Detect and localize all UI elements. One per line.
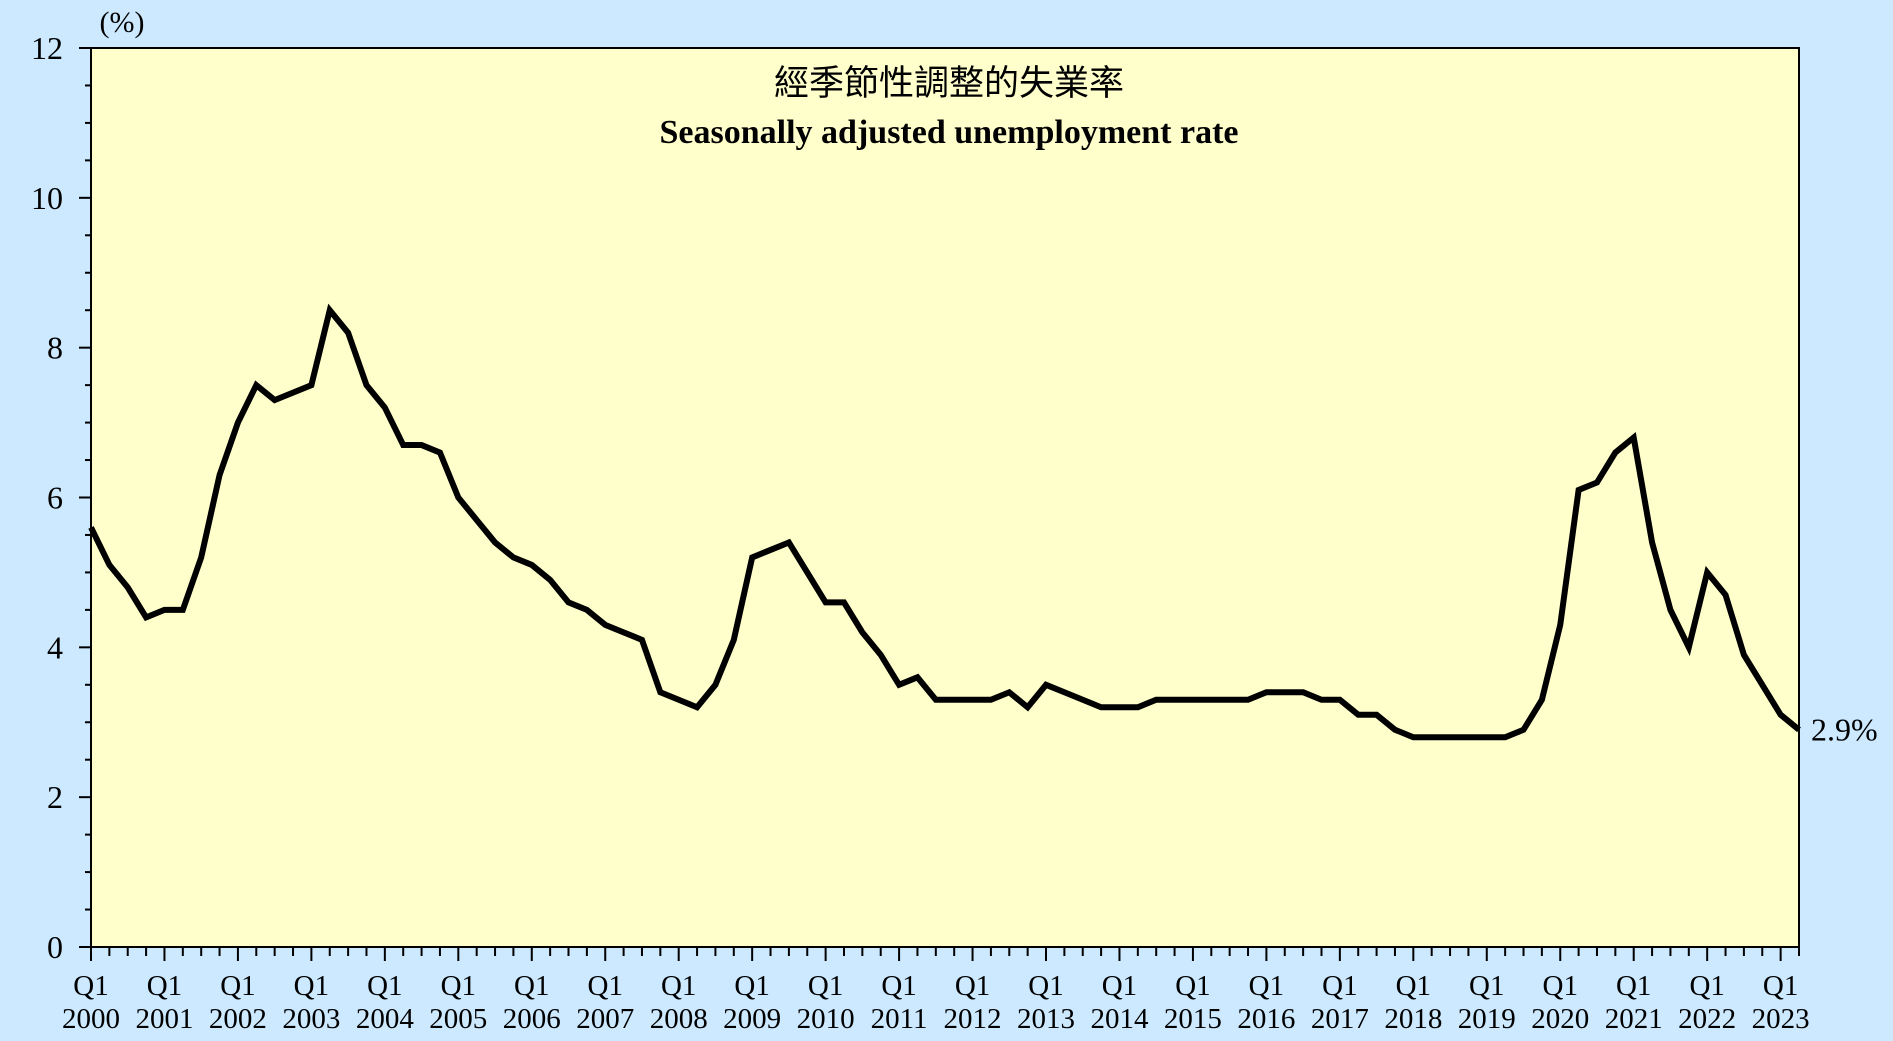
x-tick-label: Q1 2004 bbox=[356, 970, 415, 1035]
x-tick-label: Q1 2019 bbox=[1458, 970, 1516, 1035]
x-tick-label: Q1 2005 bbox=[429, 970, 487, 1035]
data-line bbox=[88, 303, 1801, 741]
chart-subtitle: Seasonally adjusted unemployment rate bbox=[660, 114, 1239, 151]
x-tick-label: Q1 2009 bbox=[723, 970, 781, 1035]
x-tick-label: Q1 2003 bbox=[282, 970, 340, 1035]
x-tick-label: Q1 2023 bbox=[1752, 970, 1810, 1035]
x-tick-label: Q1 2017 bbox=[1311, 970, 1369, 1035]
x-tick-label: Q1 2007 bbox=[576, 970, 634, 1035]
x-tick-label: Q1 2016 bbox=[1237, 970, 1295, 1035]
x-tick-label: Q1 2015 bbox=[1164, 970, 1222, 1035]
x-tick-label: Q1 2006 bbox=[503, 970, 561, 1035]
x-tick-label: Q1 2022 bbox=[1678, 970, 1736, 1035]
x-tick-label: Q1 2012 bbox=[944, 970, 1002, 1035]
y-tick-label: 6 bbox=[47, 480, 63, 516]
x-tick-label: Q1 2002 bbox=[209, 970, 267, 1035]
y-tick-label: 0 bbox=[47, 929, 63, 965]
x-tick-label: Q1 2000 bbox=[62, 970, 120, 1035]
chart-title: 經季節性調整的失業率 bbox=[774, 64, 1124, 103]
y-tick-label: 2 bbox=[47, 779, 63, 815]
plot-area bbox=[90, 47, 1800, 948]
y-tick-label: 8 bbox=[47, 330, 63, 366]
y-tick-label: 12 bbox=[31, 30, 63, 66]
y-tick-label: 10 bbox=[31, 180, 63, 216]
x-tick-label: Q1 2011 bbox=[871, 970, 928, 1035]
x-tick-label: Q1 2008 bbox=[650, 970, 708, 1035]
x-tick-label: Q1 2001 bbox=[135, 970, 193, 1035]
y-tick-label: 4 bbox=[47, 629, 63, 665]
x-tick-label: Q1 2010 bbox=[797, 970, 855, 1035]
x-tick-label: Q1 2020 bbox=[1531, 970, 1589, 1035]
x-tick-label: Q1 2014 bbox=[1090, 970, 1149, 1035]
end-value-label: 2.9% bbox=[1811, 712, 1878, 748]
x-tick-label: Q1 2013 bbox=[1017, 970, 1075, 1035]
y-axis-label: (%) bbox=[100, 6, 145, 39]
x-tick-label: Q1 2018 bbox=[1384, 970, 1442, 1035]
x-tick-label: Q1 2021 bbox=[1605, 970, 1663, 1035]
